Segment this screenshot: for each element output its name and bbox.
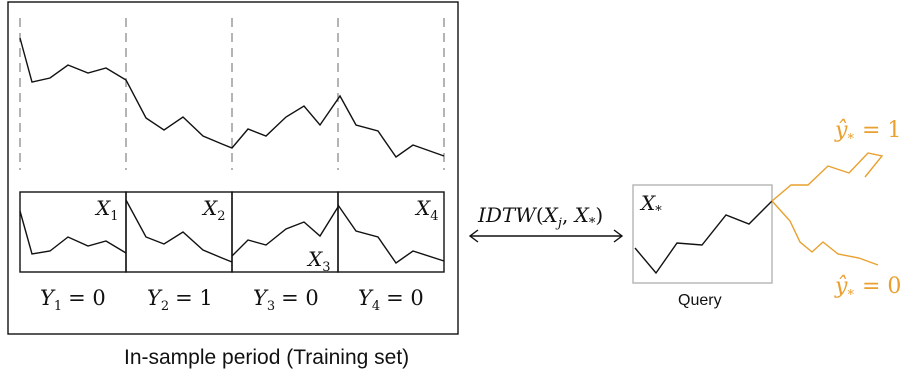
segment-x-label-2: X2 bbox=[201, 196, 226, 224]
period-dividers bbox=[19, 18, 445, 170]
query-series-line bbox=[634, 200, 773, 275]
prediction-label-lower: ŷ* = 0 bbox=[834, 274, 901, 303]
query-box bbox=[632, 184, 773, 284]
prediction-branch-lower bbox=[771, 200, 879, 266]
segment-y-label-2: Y2 = 1 bbox=[147, 286, 213, 314]
idtw-label: IDTW(Xj, X*) bbox=[477, 203, 603, 231]
segment-series-4 bbox=[337, 204, 445, 264]
query-caption: Query bbox=[678, 292, 722, 309]
segment-y-label-1: Y1 = 0 bbox=[40, 286, 106, 314]
segment-series-2 bbox=[125, 199, 233, 263]
prediction-label-upper: ŷ* = 1 bbox=[834, 118, 901, 147]
segment-x-label-3: X3 bbox=[306, 247, 331, 275]
segment-series-3 bbox=[231, 206, 339, 257]
idtw-double-arrow bbox=[468, 229, 624, 243]
query-x-label: X* bbox=[639, 191, 662, 219]
segment-y-label-3: Y3 = 0 bbox=[253, 286, 319, 314]
segment-x-label-4: X4 bbox=[414, 196, 439, 224]
segment-box-4 bbox=[337, 191, 445, 273]
segment-series bbox=[19, 199, 445, 264]
training-series-line bbox=[19, 37, 445, 158]
training-set-caption: In-sample period (Training set) bbox=[124, 346, 409, 369]
segment-boxes bbox=[19, 191, 445, 273]
segment-series-1 bbox=[19, 210, 127, 255]
segment-x-label-1: X1 bbox=[94, 196, 119, 224]
prediction-branch-upper bbox=[771, 152, 884, 202]
segment-y-label-4: Y4 = 0 bbox=[358, 286, 424, 314]
training-set-frame bbox=[7, 1, 459, 335]
